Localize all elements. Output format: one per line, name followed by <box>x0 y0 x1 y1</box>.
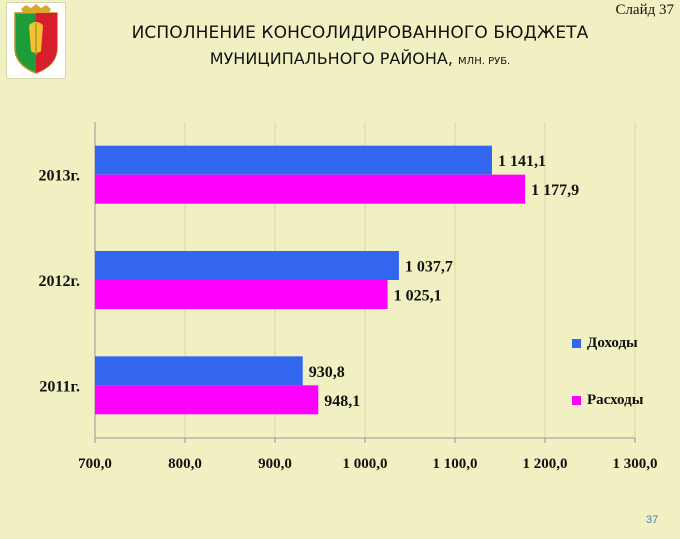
coat-of-arms-logo <box>6 2 66 79</box>
title-line-2: МУНИЦИПАЛЬНОГО РАЙОНА, МЛН. РУБ. <box>70 46 650 75</box>
bar-income-2 <box>95 356 303 386</box>
data-label-income-1: 1 037,7 <box>405 259 453 276</box>
bar-income-0 <box>95 145 492 175</box>
category-label-2: 2011г. <box>39 378 80 395</box>
data-label-income-2: 930,8 <box>309 364 345 381</box>
legend-item-income: Доходы <box>572 332 643 354</box>
page-title: ИСПОЛНЕНИЕ КОНСОЛИДИРОВАННОГО БЮДЖЕТА МУ… <box>70 20 650 75</box>
bar-expense-0 <box>95 174 526 204</box>
x-tick-label-5: 1 200,0 <box>523 456 568 472</box>
legend-swatch-expense <box>572 395 581 405</box>
title-unit: МЛН. РУБ. <box>458 56 511 67</box>
coat-of-arms-icon <box>14 4 58 74</box>
title-line-1: ИСПОЛНЕНИЕ КОНСОЛИДИРОВАННОГО БЮДЖЕТА <box>131 23 589 43</box>
data-label-expense-1: 1 025,1 <box>394 288 442 305</box>
x-tick-label-2: 900,0 <box>258 456 292 472</box>
bar-expense-1 <box>95 280 388 309</box>
x-tick-label-1: 800,0 <box>168 456 202 472</box>
category-label-1: 2012г. <box>39 273 80 290</box>
bar-expense-2 <box>95 385 319 415</box>
title-line-2-text: МУНИЦИПАЛЬНОГО РАЙОНА, <box>209 49 459 68</box>
data-label-expense-0: 1 177,9 <box>531 182 579 199</box>
legend-label-income: Доходы <box>587 334 638 351</box>
chart-legend: Доходы Расходы <box>572 332 643 446</box>
data-label-expense-2: 948,1 <box>324 393 360 410</box>
page-number: 37 <box>646 514 659 526</box>
x-tick-label-3: 1 000,0 <box>343 456 388 472</box>
bar-income-1 <box>95 251 399 280</box>
x-tick-label-4: 1 100,0 <box>433 456 478 472</box>
data-label-income-0: 1 141,1 <box>498 153 546 170</box>
legend-item-expense: Расходы <box>572 389 643 411</box>
x-tick-label-6: 1 300,0 <box>613 456 658 472</box>
x-tick-label-0: 700,0 <box>78 456 112 472</box>
legend-swatch-income <box>572 338 581 348</box>
category-label-0: 2013г. <box>39 168 80 185</box>
slide-label: Слайд 37 <box>615 2 674 18</box>
legend-label-expense: Расходы <box>587 391 644 408</box>
